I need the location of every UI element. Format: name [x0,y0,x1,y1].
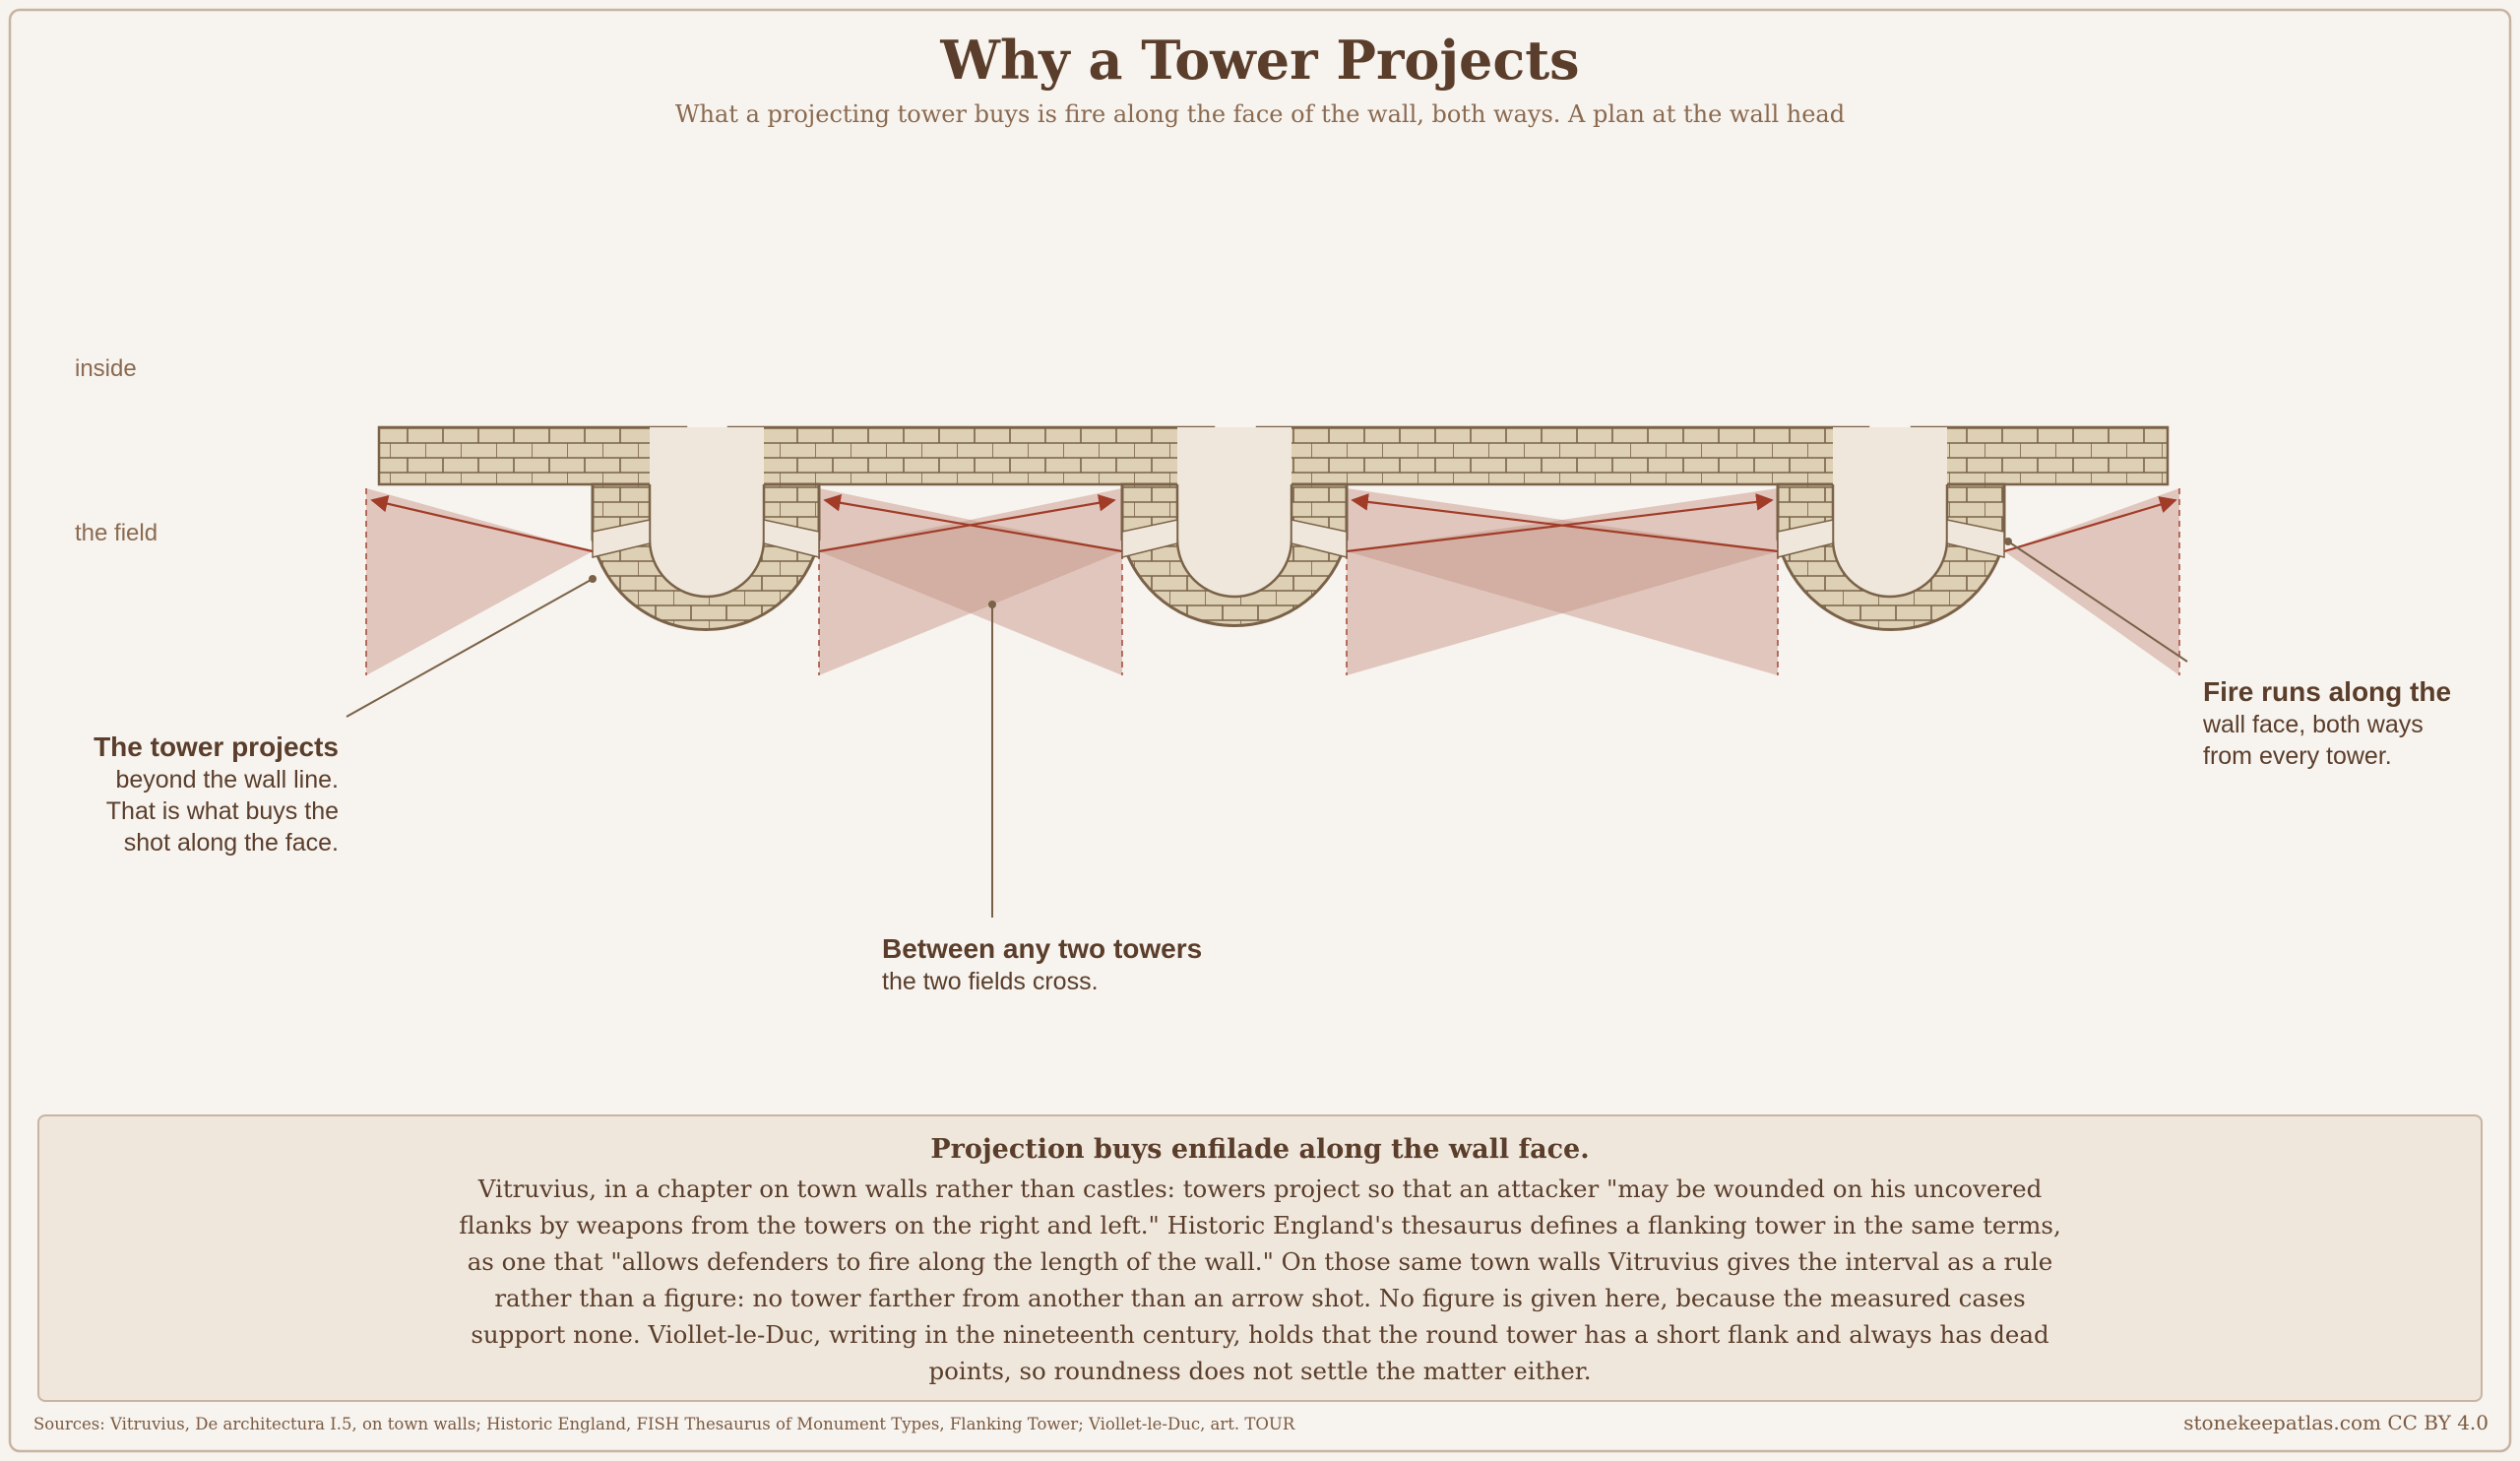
fire-lines [370,493,2177,553]
callout-line: That is what buys the [106,797,339,825]
leader-lines [346,538,2188,918]
callout-tower-projects: The tower projects beyond the wall line.… [94,731,339,857]
callout-heading: The tower projects [94,731,339,762]
leader-fire-runs [2007,540,2188,663]
label-inside: inside [75,355,137,382]
fire-field [1347,488,1778,675]
label-field: the field [75,520,158,546]
wall-segment [726,425,1216,486]
arrow-loop-left [1777,519,1834,558]
fire-line [818,494,1116,553]
callout-line: beyond the wall line. [115,766,339,794]
wall-segment [1255,425,1870,486]
arrow-loop-right [1946,519,2005,558]
callout-fire-runs: Fire runs along the wall face, both ways… [2202,676,2451,770]
tower-interior-wall [648,484,766,599]
tower [1120,427,1349,627]
leader-dot-tower-projects [589,575,597,583]
leader-dot-fire-runs [2004,538,2012,545]
leader-tower-projects [346,578,594,718]
tower-interior [650,427,764,597]
note-panel: Projection buys enfilade along the wall … [37,1114,2483,1402]
wall-segment [377,425,688,486]
fire-line [370,495,594,553]
fire-line [2003,496,2177,553]
fire-field [819,488,1122,675]
callout-line: from every tower. [2203,742,2392,770]
callout-line: shot along the face. [124,829,339,857]
note-title: Projection buys enfilade along the wall … [930,1134,1590,1165]
fire-field [1347,488,1778,675]
callout-line: the two fields cross. [882,968,1099,995]
fire-line [1351,493,1779,553]
callout-heading: Fire runs along the [2203,676,2451,707]
arrow-loop-left [1121,519,1178,558]
arrow-loop-left [592,519,651,558]
fire-field [366,488,593,675]
tower-interior-wall [1831,484,1949,599]
callout-heading: Between any two towers [882,933,1202,964]
fire-fields [365,488,2180,675]
leader-dot-between-towers [988,601,996,608]
page-frame [8,8,2512,1453]
fortifications [377,425,2170,632]
fire-field [819,488,1122,675]
fire-line [823,494,1123,553]
arrow-loop-right [1291,519,1348,558]
note-body: Vitruvius, in a chapter on town walls ra… [459,1175,2061,1385]
page-subtitle: What a projecting tower buys is fire alo… [675,100,1845,128]
callout-line: wall face, both ways [2202,711,2424,738]
footer-credit: stonekeepatlas.com CC BY 4.0 [2183,1411,2488,1434]
tower-interior-wall [1175,484,1293,599]
tower [1776,427,2006,632]
footer-sources: Sources: Vitruvius, De architectura I.5,… [33,1415,1295,1433]
tower-interior [1177,427,1292,597]
page-title: Why a Tower Projects [939,29,1579,92]
arrow-loop-right [763,519,820,558]
tower-interior [1833,427,1947,597]
fire-field [2004,488,2179,675]
tower [591,427,821,632]
callout-between-towers: Between any two towers the two fields cr… [882,933,1202,995]
wall-segment [1910,425,2170,486]
